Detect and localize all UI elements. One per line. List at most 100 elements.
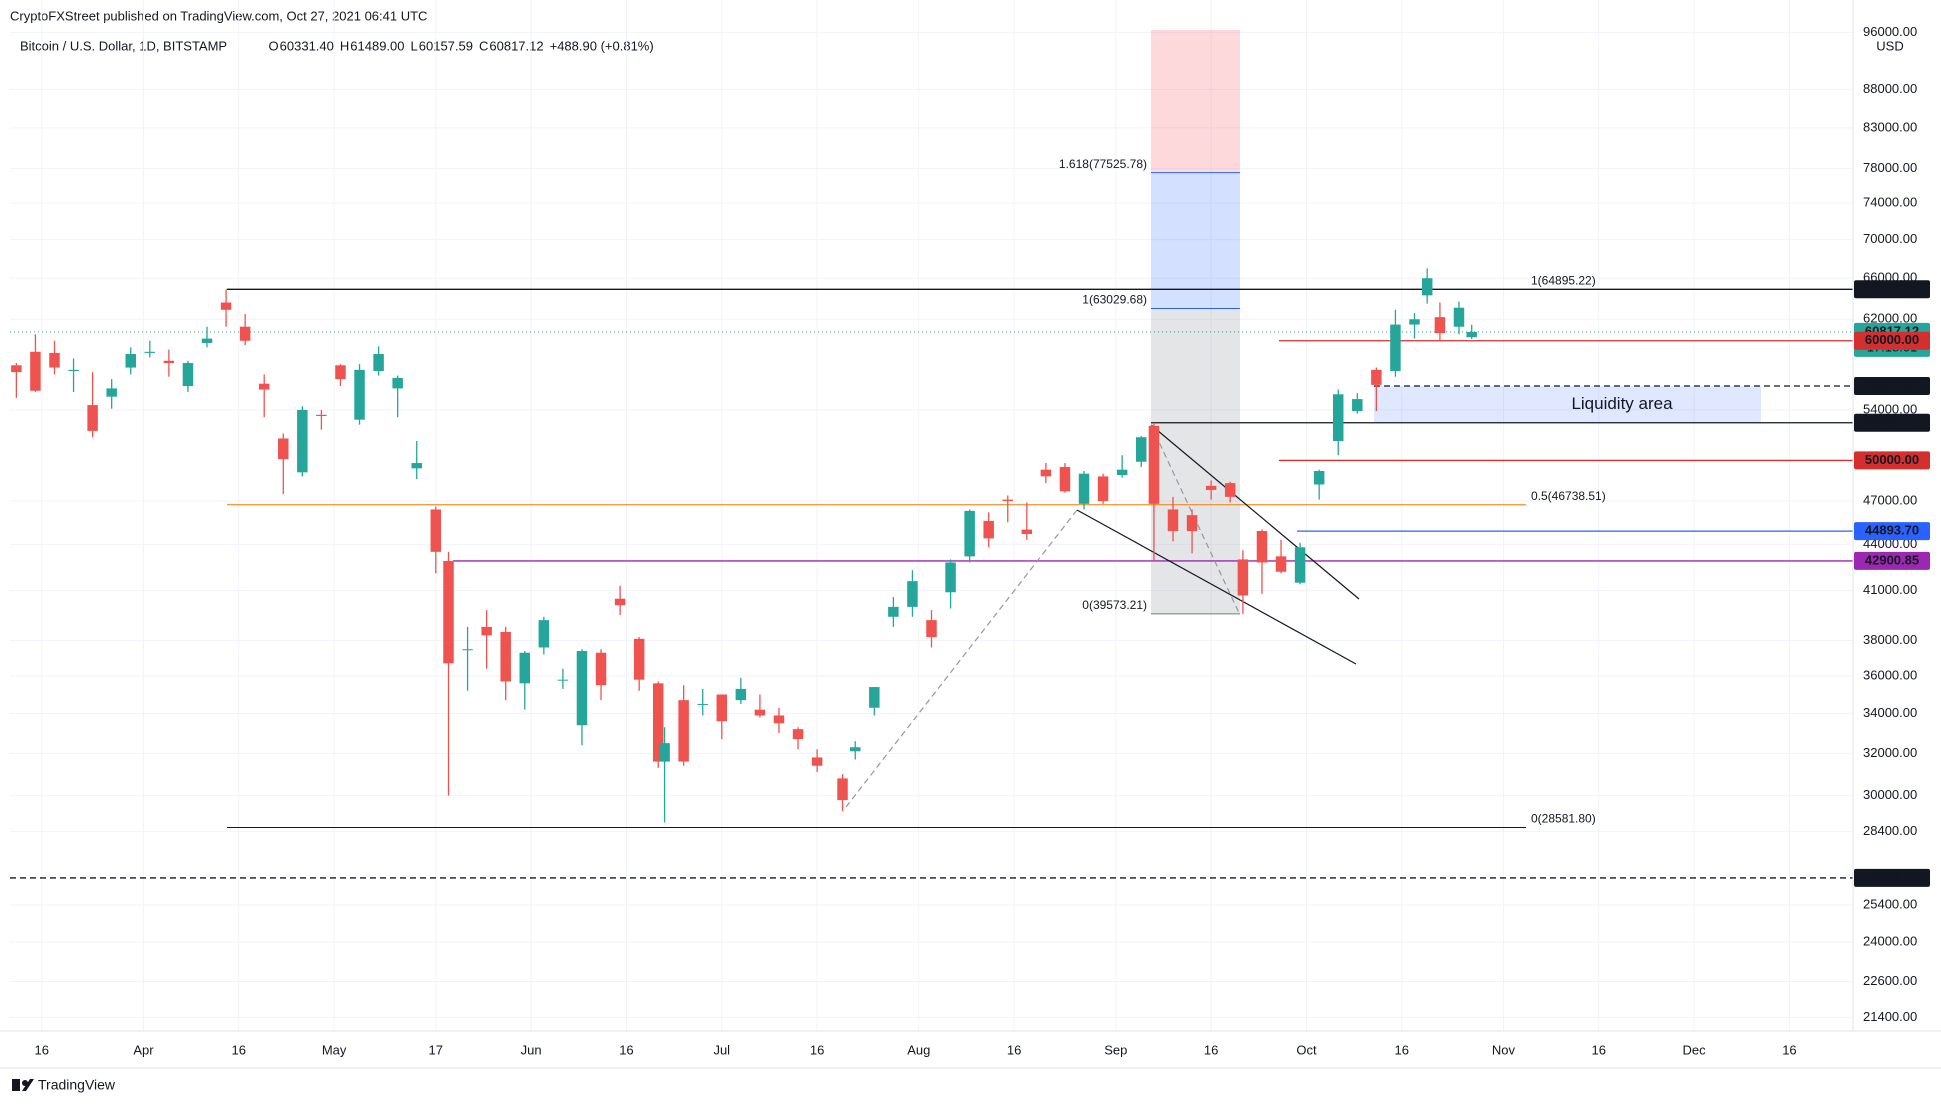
currency-label: USD [1876,38,1903,53]
candle-body [220,302,232,310]
fib-target-zone [1151,30,1240,173]
candle-body [678,700,689,762]
y-tick-label: 54000.00 [1863,401,1917,416]
candle-body [773,715,785,724]
price-label: 56004.61 [1865,377,1919,392]
candle-body [106,388,117,397]
x-tick-label: Dec [1683,1042,1707,1057]
x-tick-label: May [322,1042,347,1057]
candles [11,268,1477,823]
fib-extension-label: 0(39573.21) [1082,598,1147,612]
ohlc-value: +488.90 (+0.81%) [550,38,654,53]
candle-body [557,679,569,681]
candle-body [1148,425,1160,504]
candle-body [49,352,60,368]
fib-extension-zone [1151,172,1240,309]
candle-body [945,562,956,593]
candle-body [837,778,848,801]
price-label: 44893.70 [1865,523,1919,538]
candle-body [1409,319,1420,325]
candle-body [869,687,880,708]
footer-text[interactable]: TradingView [38,1077,116,1093]
price-label: 26466.28 [1865,869,1919,884]
candle-body [1097,476,1109,502]
candle-body [1237,559,1249,596]
candle-body [373,354,384,371]
price-label: 64895.22 [1865,281,1919,296]
price-label: 50000.00 [1865,452,1919,467]
logo-slant [22,1079,34,1091]
symbol-title: Bitcoin / U.S. Dollar, 1D, BITSTAMP [20,38,227,53]
candle-body [792,729,804,740]
trend-line [845,509,1078,808]
candle-body [87,405,98,431]
candle-body [443,560,454,664]
y-tick-label: 30000.00 [1863,787,1917,802]
candle-body [519,652,531,684]
candle-body [182,363,194,387]
y-tick-label: 28400.00 [1863,823,1917,838]
candle-body [576,650,588,726]
candle-body [614,598,626,606]
candle-body [239,326,251,341]
price-label: 42900.85 [1865,552,1919,567]
candle-body [1224,483,1236,497]
candle-body [30,351,41,391]
axes: 96000.00 88000.00 83000.00 78000.00 74000.00… [0,0,1941,1069]
price-label-box [1854,331,1930,350]
liquidity-zone [1374,385,1761,423]
y-tick-label: 47000.00 [1863,492,1917,507]
ohlc-value: 60331.40 [280,38,334,53]
candle-body [888,606,899,617]
candle-body [258,383,270,390]
y-tick-label: 41000.00 [1863,582,1917,597]
y-tick-label: 83000.00 [1863,119,1917,134]
candle-body [595,652,607,686]
candle-body [316,414,327,417]
candle-body [735,688,747,701]
ohlc-key: H [340,38,349,53]
logo-bar [12,1079,20,1091]
x-tick-label: Jun [521,1042,542,1057]
candle-body [754,709,766,716]
candle-body [430,509,442,552]
y-tick-label: 88000.00 [1863,81,1917,96]
price-label-box [1854,280,1930,299]
candle-body [1002,499,1014,502]
publisher-line: CryptoFXStreet published on TradingView.… [10,8,427,23]
candle-body [500,631,511,682]
trend-line [1150,424,1360,600]
candle-body [144,351,156,353]
candle-body [1116,469,1128,476]
y-tick-label: 62000.00 [1863,311,1917,326]
candle-body [354,369,365,420]
candle-body [1021,529,1033,534]
candle-body [1275,556,1287,572]
x-tick-label: 16 [1395,1042,1409,1057]
candle-body [983,520,994,539]
x-tick-label: 16 [1782,1042,1796,1057]
candle-body [907,581,918,607]
candle-body [811,757,823,766]
fib-retracement-label: 0.5(46738.51) [1531,489,1606,503]
x-tick-label: 16 [1204,1042,1218,1057]
x-tick-label: Oct [1296,1042,1317,1057]
candle-body [716,694,728,722]
candle-body [1434,317,1446,334]
candle-body [1256,531,1268,563]
y-tick-label: 96000.00 [1863,24,1917,39]
x-tick-label: 16 [1007,1042,1021,1057]
price-label-box [1854,413,1930,432]
candle-body [163,360,175,364]
x-tick-label: 16 [35,1042,49,1057]
x-tick-label: Nov [1492,1042,1516,1057]
y-tick-label: 36000.00 [1863,667,1917,682]
y-tick-label: 78000.00 [1863,160,1917,175]
fib-extension-label: 1(63029.68) [1082,293,1147,307]
candle-body [926,620,937,638]
candle-body [1078,473,1090,504]
y-tick-label: 38000.00 [1863,632,1917,647]
candle-body [481,626,492,636]
ohlc-key: O [269,38,279,53]
